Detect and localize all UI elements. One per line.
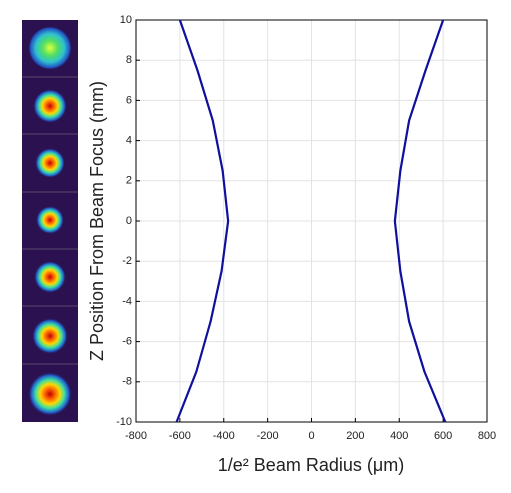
x-tick-label: 0 [308,430,314,442]
profile [32,318,68,354]
y-tick-label: 0 [126,215,132,227]
y-axis-label: Z Position From Beam Focus (mm) [87,81,107,361]
y-tick-label: -6 [122,336,132,348]
x-axis-label: 1/e² Beam Radius (μm) [218,455,404,475]
beam-profiles [22,20,78,422]
x-tick-label: -800 [125,430,147,442]
profile [34,261,66,293]
profile [36,206,64,234]
x-tick-label: -400 [213,430,235,442]
x-tick-label: -600 [169,430,191,442]
y-tick-label: -2 [122,255,132,267]
x-tick-label: 400 [390,430,408,442]
profile [33,89,67,123]
y-tick-label: 2 [126,175,132,187]
x-tick-label: 600 [434,430,452,442]
y-tick-label: 10 [120,14,132,26]
profile [35,148,65,178]
plot-frame [135,19,488,423]
series-line [393,19,447,423]
series-line [175,19,230,423]
y-tick-label: 8 [126,54,132,66]
x-tick-label: -200 [257,430,279,442]
profile [28,372,72,416]
y-tick-label: 6 [126,94,132,106]
x-tick-label: 800 [478,430,496,442]
y-tick-label: 4 [126,135,132,147]
x-tick-label: 200 [346,430,364,442]
y-tick-label: -4 [122,295,132,307]
profile [28,26,72,70]
y-tick-label: -8 [122,376,132,388]
y-tick-label: -10 [116,416,132,428]
